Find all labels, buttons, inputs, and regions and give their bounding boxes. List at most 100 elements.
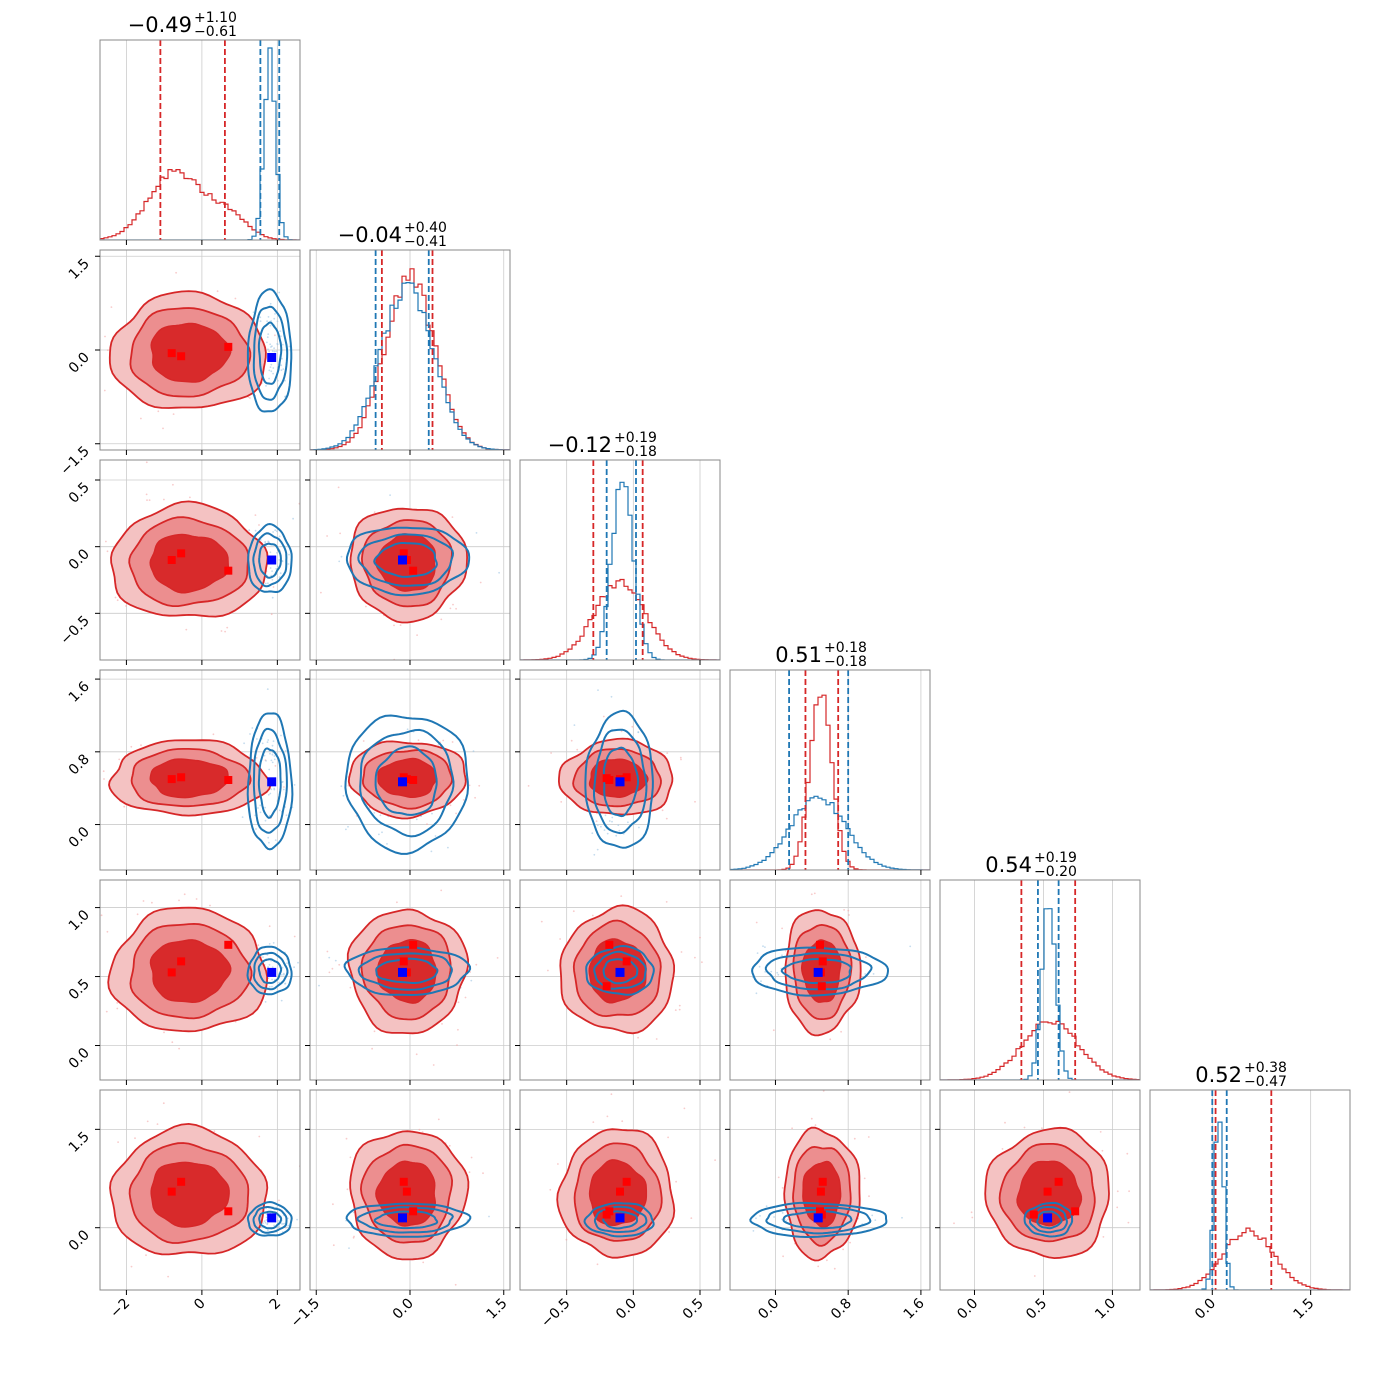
x-tick-label: −1.5 bbox=[288, 1296, 323, 1331]
title-minus: −0.61 bbox=[194, 24, 237, 40]
x-tick-label: 0.5 bbox=[680, 1296, 707, 1323]
red-marker bbox=[177, 352, 186, 361]
panel-4-0 bbox=[95, 879, 301, 1085]
blue-marker bbox=[267, 777, 277, 787]
red-marker bbox=[177, 549, 186, 558]
panel-4-2 bbox=[515, 879, 721, 1085]
panel-5-3 bbox=[725, 1089, 931, 1295]
hist-title-0: −0.49 +1.10−0.61 bbox=[128, 10, 237, 40]
red-marker bbox=[622, 773, 631, 782]
blue-marker bbox=[398, 777, 407, 787]
blue-histogram bbox=[520, 481, 720, 660]
title-median: −0.04 bbox=[338, 223, 402, 247]
y-tick-label: 0.0 bbox=[66, 1227, 93, 1254]
red-marker bbox=[409, 940, 418, 949]
red-marker bbox=[167, 349, 176, 358]
panel-5-1 bbox=[305, 1089, 511, 1295]
red-marker bbox=[817, 982, 826, 991]
blue-marker bbox=[398, 555, 407, 565]
hist-panel-4: 0.54 +0.19−0.20 bbox=[939, 850, 1141, 1085]
y-tick-label: 1.5 bbox=[66, 256, 93, 283]
hist-title-2: −0.12 +0.19−0.18 bbox=[548, 430, 657, 460]
blue-marker bbox=[398, 1213, 407, 1223]
title-plus: +0.38 bbox=[1244, 1060, 1287, 1076]
y-tick-label: 0.8 bbox=[66, 751, 93, 778]
red-marker bbox=[605, 940, 614, 949]
red-histogram bbox=[100, 169, 300, 240]
red-marker bbox=[818, 1177, 827, 1186]
red-histogram bbox=[1150, 1227, 1350, 1290]
title-median: −0.12 bbox=[548, 433, 612, 457]
blue-histogram bbox=[940, 908, 1140, 1080]
y-tick-label: 0.0 bbox=[66, 824, 93, 851]
panel-3-2 bbox=[515, 669, 721, 875]
title-minus: −0.41 bbox=[404, 234, 447, 250]
blue-histogram bbox=[730, 795, 930, 870]
red-marker bbox=[177, 1177, 186, 1186]
title-plus: +0.40 bbox=[404, 220, 447, 236]
red-marker bbox=[402, 1187, 411, 1196]
blue-marker bbox=[813, 1213, 823, 1223]
red-marker bbox=[167, 968, 176, 977]
red-marker bbox=[1071, 1207, 1080, 1216]
x-tick-label: −0.5 bbox=[538, 1296, 573, 1331]
y-tick-label: 0.0 bbox=[66, 350, 93, 377]
title-minus: −0.18 bbox=[614, 444, 657, 460]
blue-marker bbox=[267, 353, 277, 362]
hist-title-4: 0.54 +0.19−0.20 bbox=[985, 850, 1077, 880]
x-tick-label: 1.5 bbox=[484, 1296, 511, 1323]
x-tick-label: 0 bbox=[191, 1296, 209, 1314]
blue-marker bbox=[267, 1213, 277, 1223]
panel-5-4 bbox=[935, 1089, 1141, 1295]
y-tick-label: 0.5 bbox=[66, 976, 93, 1003]
hist-title-1: −0.04 +0.40−0.41 bbox=[338, 220, 447, 250]
red-marker bbox=[409, 1207, 418, 1216]
red-marker bbox=[224, 776, 233, 784]
title-minus: −0.47 bbox=[1244, 1074, 1287, 1090]
panel-3-0 bbox=[95, 669, 301, 875]
red-marker bbox=[177, 957, 186, 966]
y-tick-label: −1.5 bbox=[57, 443, 92, 478]
hist-title-3: 0.51 +0.18−0.18 bbox=[775, 640, 867, 670]
panel-1-0 bbox=[95, 249, 301, 455]
title-plus: +1.10 bbox=[194, 10, 237, 26]
blue-marker bbox=[615, 777, 625, 787]
panel-5-2 bbox=[515, 1089, 721, 1295]
x-tick-label: −2 bbox=[107, 1296, 133, 1322]
red-marker bbox=[177, 773, 186, 782]
title-plus: +0.18 bbox=[824, 640, 867, 656]
blue-marker bbox=[615, 967, 625, 977]
x-tick-label: 0.0 bbox=[613, 1296, 640, 1323]
red-marker bbox=[399, 773, 408, 782]
y-tick-label: 0.0 bbox=[66, 546, 93, 573]
red-marker bbox=[1054, 1177, 1063, 1186]
x-tick-label: 2 bbox=[267, 1296, 285, 1314]
hist-panel-2: −0.12 +0.19−0.18 bbox=[519, 430, 721, 665]
title-median: 0.52 bbox=[1195, 1063, 1242, 1087]
red-marker bbox=[399, 549, 408, 558]
hist-panel-5: 0.52 +0.38−0.47 bbox=[1149, 1060, 1351, 1295]
red-marker bbox=[816, 1187, 825, 1196]
red-marker bbox=[602, 774, 611, 783]
red-histogram bbox=[520, 578, 720, 660]
title-median: −0.49 bbox=[128, 13, 192, 37]
x-tick-label: 0.8 bbox=[828, 1296, 855, 1323]
panel-4-3 bbox=[725, 879, 931, 1085]
red-marker bbox=[409, 566, 418, 575]
x-tick-label: 0.0 bbox=[1192, 1296, 1219, 1323]
red-marker bbox=[399, 1177, 408, 1186]
red-marker bbox=[224, 342, 233, 351]
y-tick-label: 1.6 bbox=[66, 679, 93, 706]
title-minus: −0.20 bbox=[1034, 864, 1077, 880]
red-marker bbox=[224, 566, 233, 575]
blue-marker bbox=[813, 967, 823, 977]
blue-marker bbox=[1043, 1213, 1053, 1223]
x-tick-label: 1.5 bbox=[1290, 1296, 1317, 1323]
hist-panel-0: −0.49 +1.10−0.61 bbox=[99, 10, 301, 245]
hist-panel-1: −0.04 +0.40−0.41 bbox=[309, 220, 511, 455]
red-marker bbox=[399, 957, 408, 966]
x-tick-label: 1.0 bbox=[1092, 1296, 1119, 1323]
y-tick-label: 1.5 bbox=[66, 1129, 93, 1156]
blue-marker bbox=[267, 967, 277, 977]
